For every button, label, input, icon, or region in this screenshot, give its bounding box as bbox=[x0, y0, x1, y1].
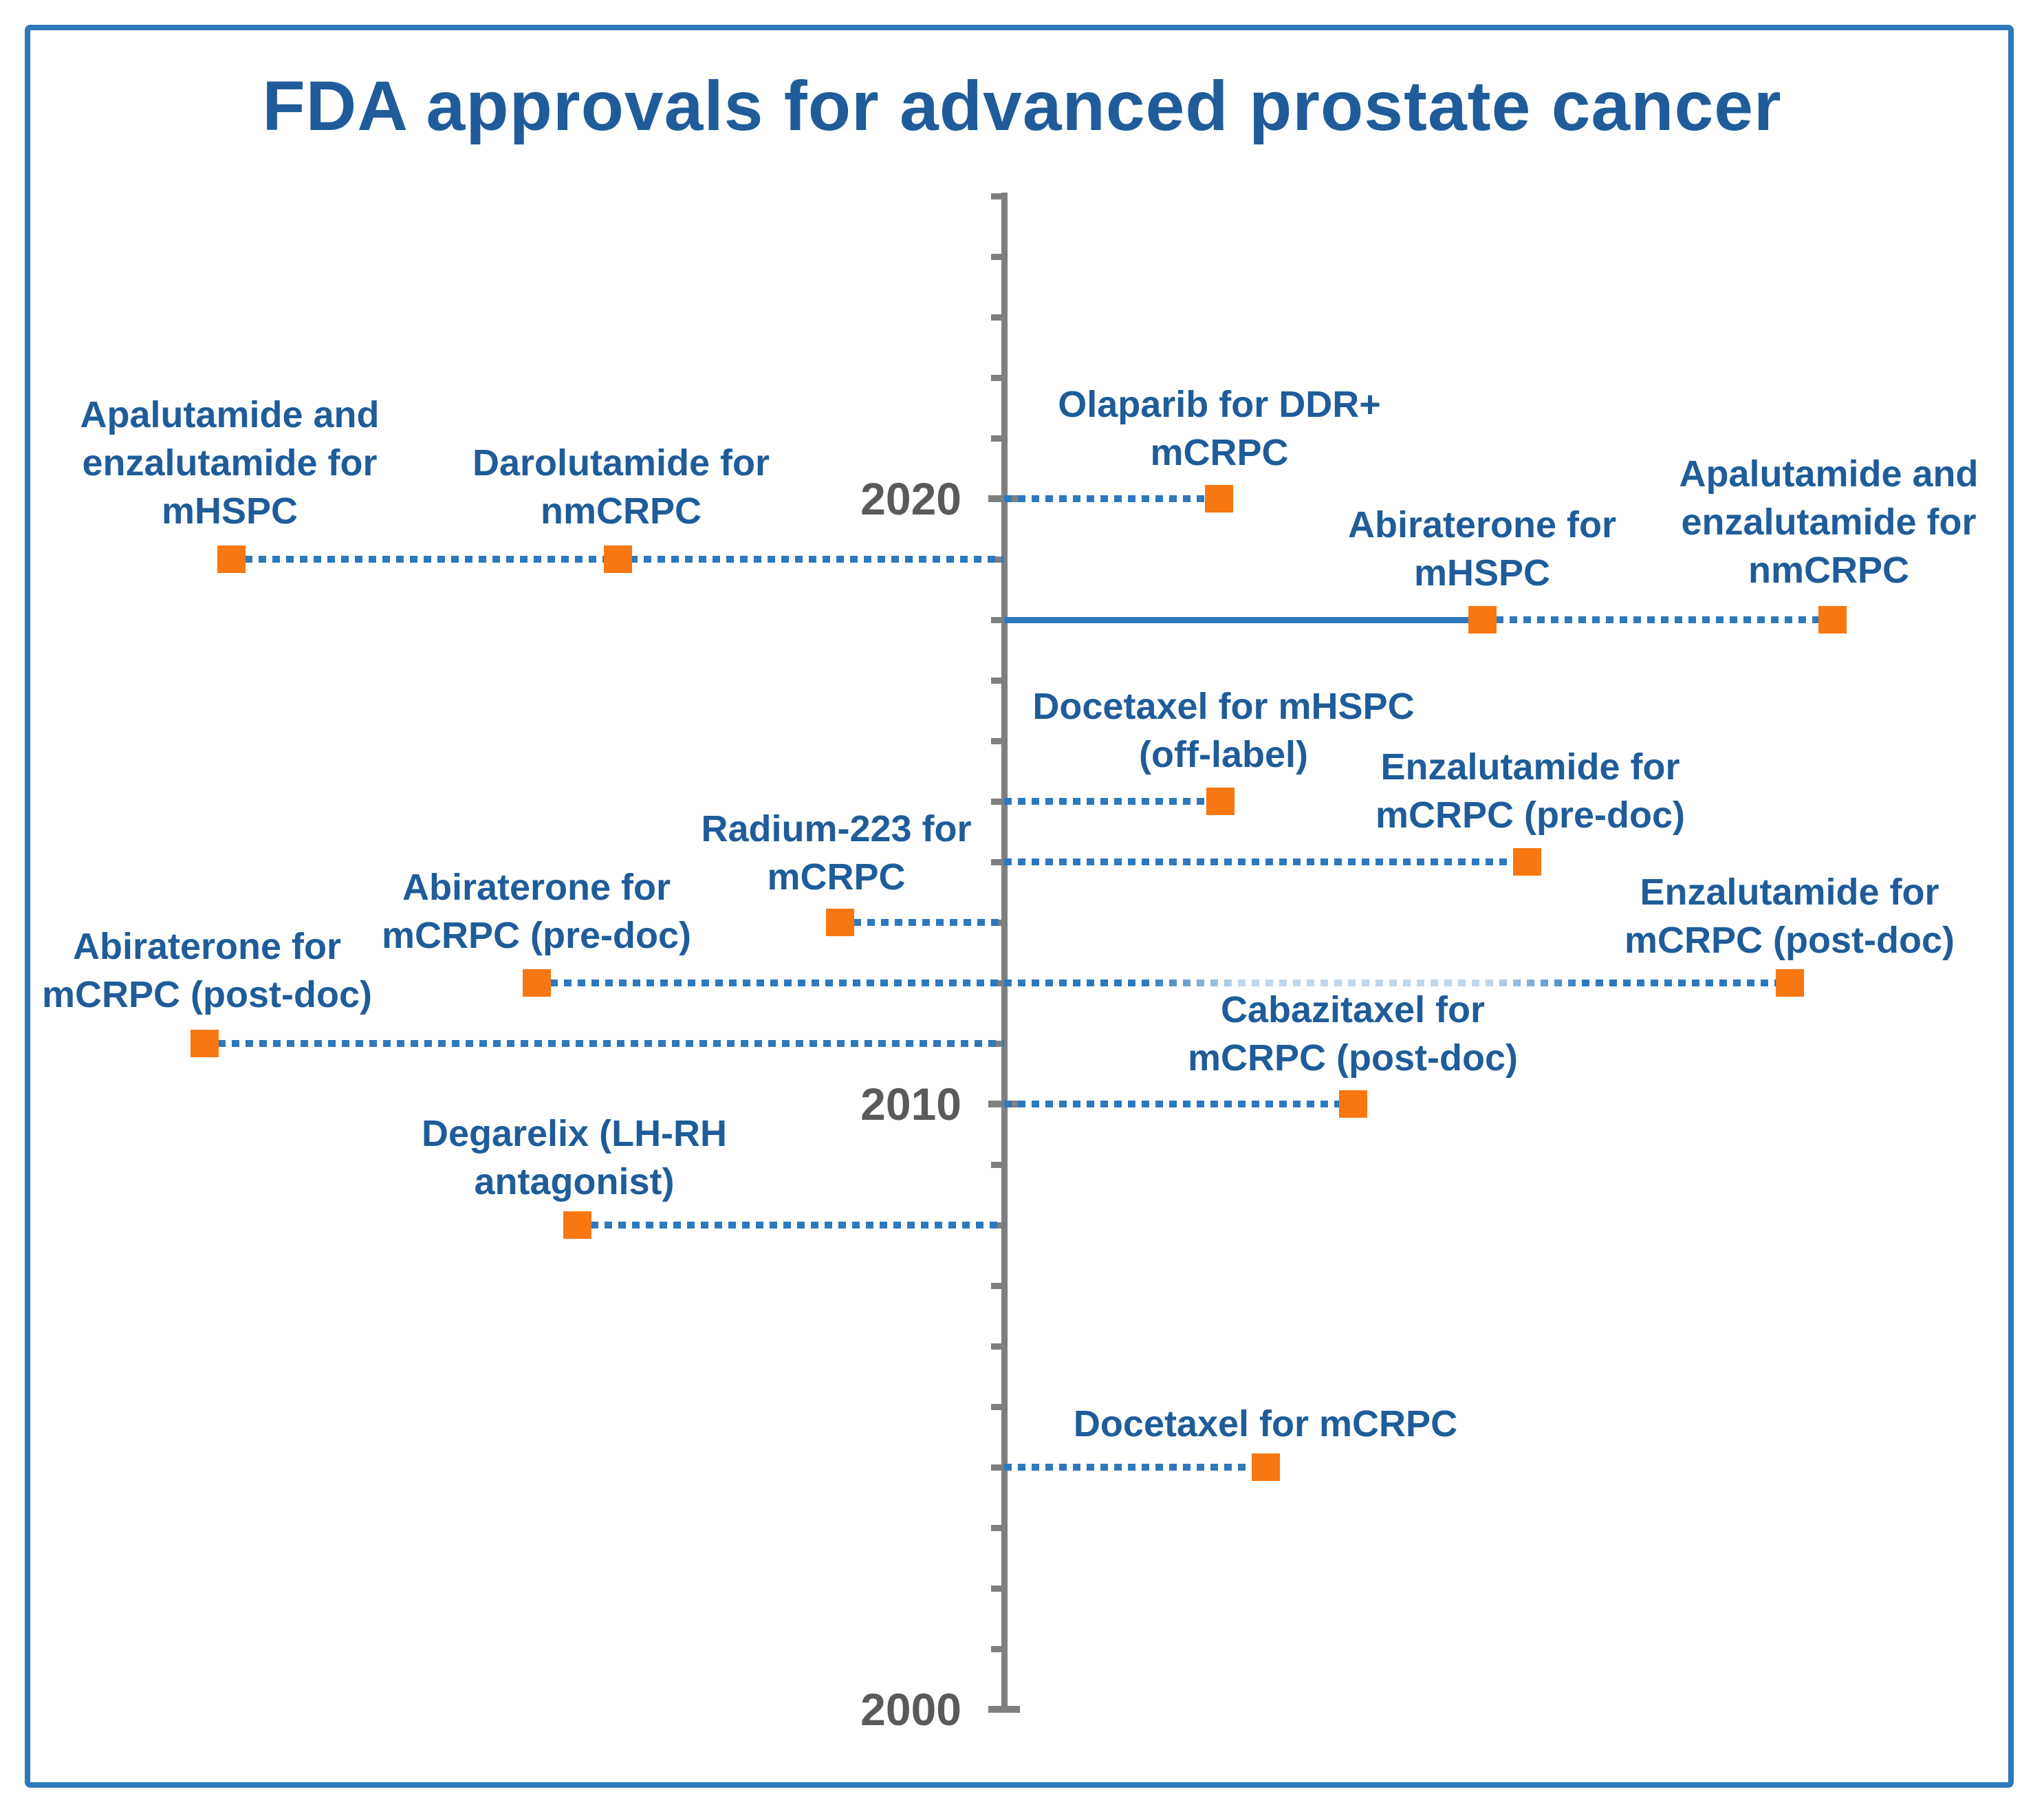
marker-abiraterone-mcrpc-post-doc bbox=[191, 1030, 219, 1057]
connector-2012-dotted bbox=[1004, 980, 1790, 986]
event-label-line: Docetaxel for mHSPC bbox=[1032, 686, 1415, 727]
event-label-line: (off-label) bbox=[1139, 734, 1308, 775]
event-label-line: enzalutamide for bbox=[82, 442, 378, 484]
event-label-line: Abiraterone for bbox=[1347, 504, 1617, 545]
event-label-line: Abiraterone for bbox=[402, 867, 671, 908]
event-label-line: Radium-223 for bbox=[701, 808, 972, 850]
connector-2008-dotted bbox=[577, 1222, 1004, 1229]
event-label-line: nmCRPC bbox=[1748, 550, 1909, 591]
axis-tick-year bbox=[991, 616, 1001, 623]
connector-2004-dotted bbox=[1004, 1464, 1265, 1471]
axis-tick-year bbox=[991, 374, 1001, 381]
event-label-enzalutamide-mcrpc-pre-doc: Enzalutamide for mCRPC (pre-doc) bbox=[1376, 743, 1685, 839]
event-label-line: mCRPC (post-doc) bbox=[1624, 920, 1955, 961]
axis-tick-year bbox=[991, 1161, 1001, 1168]
axis-tick-year bbox=[991, 1282, 1001, 1289]
connector-2011-dotted bbox=[204, 1040, 1004, 1047]
event-label-line: Olaparib for DDR+ bbox=[1058, 384, 1381, 425]
connector-2010-dotted bbox=[1004, 1101, 1353, 1107]
event-label-line: Apalutamide and bbox=[1679, 453, 1979, 495]
event-label-line: mCRPC bbox=[1150, 432, 1289, 473]
marker-cabazitaxel-mcrpc-post-doc bbox=[1339, 1090, 1367, 1118]
event-label-line: Darolutamide for bbox=[472, 442, 770, 484]
event-label-line: Abiraterone for bbox=[72, 926, 342, 967]
marker-enzalutamide-mcrpc-pre-doc bbox=[1513, 848, 1541, 876]
connector-2015-dotted bbox=[1004, 798, 1220, 805]
axis-tick-year bbox=[991, 1645, 1001, 1652]
event-label-enzalutamide-mcrpc-post-doc: Enzalutamide for mCRPC (post-doc) bbox=[1624, 868, 1955, 964]
connector-2013-dotted bbox=[840, 919, 1004, 926]
event-label-line: mCRPC (pre-doc) bbox=[1375, 794, 1686, 836]
event-label-docetaxel-mcrpc: Docetaxel for mCRPC bbox=[1074, 1400, 1457, 1448]
axis-tick-year bbox=[991, 677, 1001, 684]
event-label-line: Docetaxel for mCRPC bbox=[1073, 1403, 1458, 1444]
event-label-line: mHSPC bbox=[161, 490, 298, 532]
event-label-apalutamide-enzalutamide-nmcrpc: Apalutamide and enzalutamide for nmCRPC bbox=[1679, 450, 1978, 594]
marker-abiraterone-mcrpc-pre-doc bbox=[523, 969, 551, 997]
axis-tick-year bbox=[991, 253, 1001, 260]
axis-tick-year bbox=[991, 1343, 1001, 1350]
event-label-cabazitaxel-mcrpc-post-doc: Cabazitaxel for mCRPC (post-doc) bbox=[1188, 986, 1518, 1082]
connector-2012-dotted bbox=[536, 980, 1004, 986]
event-label-line: mCRPC (post-doc) bbox=[1188, 1037, 1518, 1079]
marker-docetaxel-mcrpc bbox=[1252, 1453, 1280, 1481]
axis-tick-year bbox=[991, 798, 1001, 805]
year-label-2000: 2000 bbox=[860, 1684, 961, 1735]
marker-darolutamide-nmcrpc bbox=[604, 545, 632, 573]
event-label-olaparib-ddr-mcrpc: Olaparib for DDR+ mCRPC bbox=[1058, 380, 1381, 477]
timeline-axis bbox=[1001, 193, 1008, 1711]
year-label-2010: 2010 bbox=[860, 1079, 961, 1129]
axis-tick-year bbox=[991, 193, 1001, 199]
marker-docetaxel-mhspc-off-label bbox=[1206, 788, 1235, 815]
marker-degarelix-lhrh-antagonist bbox=[563, 1211, 591, 1239]
event-label-radium-223-mcrpc: Radium-223 for mCRPC bbox=[701, 805, 971, 901]
event-label-apalutamide-enzalutamide-mhspc: Apalutamide and enzalutamide for mHSPC bbox=[80, 391, 379, 535]
marker-radium-223-mcrpc bbox=[826, 909, 854, 936]
event-label-line: enzalutamide for bbox=[1681, 501, 1977, 543]
axis-tick-year bbox=[991, 737, 1001, 744]
connector-2020-dotted bbox=[1004, 495, 1219, 502]
event-label-line: mCRPC (post-doc) bbox=[42, 974, 372, 1015]
event-label-degarelix-lhrh-antagonist: Degarelix (LH-RH antagonist) bbox=[422, 1110, 727, 1206]
axis-tick-year bbox=[991, 1464, 1001, 1471]
chart-title: FDA approvals for advanced prostate canc… bbox=[262, 67, 1782, 145]
event-label-line: antagonist) bbox=[474, 1161, 675, 1202]
axis-tick-year bbox=[991, 1403, 1001, 1410]
event-label-darolutamide-nmcrpc: Darolutamide for nmCRPC bbox=[472, 439, 770, 535]
marker-enzalutamide-mcrpc-post-doc bbox=[1776, 969, 1804, 997]
event-label-abiraterone-mhspc: Abiraterone for mHSPC bbox=[1348, 501, 1616, 597]
event-label-line: nmCRPC bbox=[540, 490, 702, 532]
event-label-line: mHSPC bbox=[1413, 552, 1551, 594]
marker-olaparib-ddr-mcrpc bbox=[1205, 485, 1233, 512]
marker-apalutamide-enzalutamide-mhspc bbox=[217, 545, 246, 573]
axis-tick-decade-2000 bbox=[988, 1706, 1020, 1713]
year-label-2020: 2020 bbox=[860, 473, 961, 524]
axis-tick-year bbox=[991, 435, 1001, 442]
event-label-line: Cabazitaxel for bbox=[1220, 989, 1486, 1030]
axis-tick-year bbox=[991, 858, 1001, 865]
event-label-abiraterone-mcrpc-post-doc: Abiraterone for mCRPC (post-doc) bbox=[42, 922, 372, 1019]
axis-tick-year bbox=[991, 1585, 1001, 1592]
event-label-line: Enzalutamide for bbox=[1380, 746, 1680, 788]
connector-2018-solid bbox=[1004, 616, 1482, 623]
event-label-line: mCRPC (pre-doc) bbox=[381, 915, 692, 956]
marker-apalutamide-enzalutamide-nmcrpc bbox=[1818, 606, 1847, 634]
axis-tick-year bbox=[991, 1524, 1001, 1531]
event-label-line: Apalutamide and bbox=[80, 394, 380, 435]
event-label-line: Enzalutamide for bbox=[1640, 872, 1939, 913]
marker-abiraterone-mhspc bbox=[1468, 606, 1497, 634]
event-label-line: mCRPC bbox=[767, 856, 906, 898]
event-label-docetaxel-mhspc-off-label: Docetaxel for mHSPC (off-label) bbox=[1032, 682, 1414, 779]
event-label-line: Degarelix (LH-RH bbox=[421, 1113, 728, 1154]
event-label-abiraterone-mcrpc-pre-doc: Abiraterone for mCRPC (pre-doc) bbox=[382, 863, 691, 960]
connector-2014-dotted bbox=[1004, 858, 1527, 865]
axis-tick-year bbox=[991, 314, 1001, 321]
connector-2018-dotted bbox=[1482, 616, 1832, 623]
